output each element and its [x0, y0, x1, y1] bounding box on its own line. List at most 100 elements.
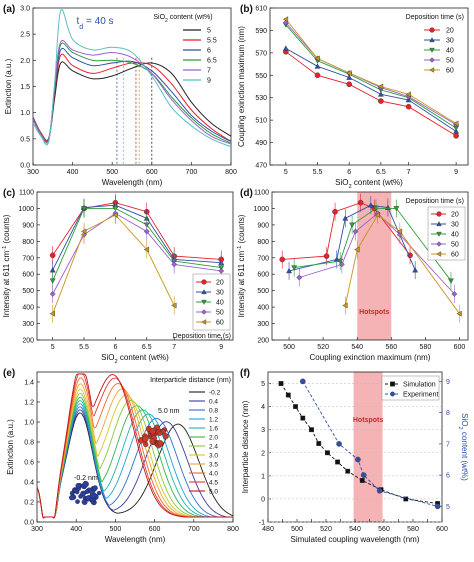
- x-tick-label: 540: [349, 526, 361, 533]
- hotspot-label: Hotspots: [359, 309, 389, 316]
- legend-title: Interparticle distance (nm): [150, 377, 231, 384]
- y-tick-label: 0.5: [20, 136, 30, 143]
- series-line-40: [294, 207, 452, 282]
- nanoparticle: [141, 435, 149, 443]
- legend-label: 40: [446, 48, 454, 55]
- y2-axis-label: SiO2 content (wt%): [457, 413, 469, 481]
- legend-label: 0.4: [209, 399, 218, 406]
- y-tick-label: 0.6: [24, 460, 34, 467]
- x-tick-label: 560: [385, 344, 397, 351]
- y-tick-label: 570: [255, 50, 267, 57]
- y-tick-label: 0: [261, 496, 265, 503]
- y2-tick-label: 5: [446, 504, 450, 511]
- legend-marker: [429, 37, 435, 43]
- data-point: [49, 310, 55, 317]
- series-line-30: [285, 48, 457, 132]
- legend-title: SiO2 content (wt%): [153, 14, 212, 24]
- y-tick-label: 900: [257, 222, 269, 229]
- legend-label: -0.2: [209, 390, 221, 397]
- nanoparticle: [81, 499, 88, 505]
- data-point: [314, 72, 321, 79]
- y-tick-label: 590: [255, 28, 267, 35]
- series-line-20: [285, 51, 457, 137]
- series-line-60: [52, 214, 175, 314]
- data-point: [412, 267, 419, 273]
- legend-label: 5.5: [207, 38, 217, 45]
- legend-title: Deposition time (s): [406, 14, 464, 21]
- x-tick-label: 700: [188, 526, 200, 533]
- x-axis-label: Coupling exinction maximum (nm): [310, 353, 431, 362]
- x-tick-label: 6: [113, 344, 117, 351]
- data-point: [377, 83, 384, 90]
- y-axis-label: Extinction (a.u.): [4, 58, 13, 114]
- data-point: [293, 404, 298, 410]
- legend-label: 3.5: [209, 462, 218, 469]
- legend-label: 30: [451, 222, 459, 229]
- legend-label: Simulation: [403, 382, 436, 389]
- legend-marker: [201, 299, 207, 305]
- legend-label: 20: [451, 212, 459, 219]
- data-point: [332, 208, 338, 215]
- legend-label: 6.5: [207, 58, 217, 65]
- data-point: [335, 459, 340, 465]
- y2-tick-label: 9: [446, 379, 450, 386]
- series-line-0.8: [36, 406, 233, 519]
- x-tick-label: 800: [227, 526, 239, 533]
- y-tick-label: 1.0: [24, 420, 34, 427]
- data-point: [171, 261, 178, 268]
- data-point: [346, 70, 352, 76]
- data-point: [405, 103, 412, 110]
- y-tick-label: 2.5: [20, 32, 30, 39]
- data-point: [448, 278, 454, 284]
- y-tick-label: 0.2: [24, 500, 34, 507]
- y-tick-label: 3.0: [20, 6, 30, 13]
- y-tick-label: 500: [22, 288, 34, 295]
- y-tick-label: 700: [257, 255, 269, 262]
- data-point: [403, 496, 409, 502]
- data-point: [349, 222, 356, 228]
- x-tick-label: 600: [149, 526, 161, 533]
- panel-e: (e) 300 400 500 600 700 800 0.0 0.2 0.4 0.6 0.8 1.0 1…: [3, 368, 239, 544]
- series-line-60: [285, 18, 457, 124]
- x-tick-label: 600: [436, 526, 448, 533]
- legend-label: 1.2: [209, 417, 218, 424]
- data-point: [359, 478, 365, 483]
- data-point: [396, 228, 403, 235]
- legend-title: Deposition time (s): [173, 333, 231, 340]
- nanoparticle: [143, 441, 149, 447]
- data-point: [346, 74, 353, 80]
- plot-frame: [36, 191, 234, 341]
- y-tick-label: 500: [257, 288, 269, 295]
- legend-label: 2.0: [209, 435, 218, 442]
- x-tick-label: 540: [351, 344, 363, 351]
- series-line-7: [32, 40, 232, 145]
- data-point: [367, 202, 374, 208]
- x-tick-label: 300: [27, 169, 39, 176]
- cluster-5nm: [138, 424, 169, 449]
- legend-label: 20: [446, 28, 454, 35]
- y-axis-label: Intensity at 611 cm-1 (counts): [2, 214, 11, 317]
- legend-label: 9: [207, 78, 211, 85]
- data-point: [285, 392, 291, 398]
- x-tick-label: 7: [172, 344, 176, 351]
- y-tick-label: 470: [255, 163, 267, 170]
- nanoparticle: [157, 430, 163, 436]
- series-line-experiment: [302, 381, 438, 507]
- x-tick-label: 600: [146, 169, 158, 176]
- data-point: [299, 378, 306, 385]
- y-axis-label: Interparticle distance (nm): [241, 400, 250, 493]
- y-tick-label: 1.5: [20, 84, 30, 91]
- y-tick-label: 300: [22, 321, 34, 328]
- data-point: [352, 228, 359, 235]
- panel-letter: (c): [3, 188, 15, 199]
- nanoparticle: [75, 499, 80, 504]
- legend-box: [192, 273, 231, 331]
- x-tick-label: 9: [454, 169, 458, 176]
- x-tick-label: 600: [454, 344, 466, 351]
- panel-letter: (e): [3, 368, 15, 379]
- nanoparticle: [89, 491, 97, 499]
- data-point: [456, 310, 462, 317]
- x-tick-label: 500: [106, 169, 118, 176]
- y-tick-label: 3: [261, 427, 265, 434]
- legend-label: 0.8: [209, 408, 218, 415]
